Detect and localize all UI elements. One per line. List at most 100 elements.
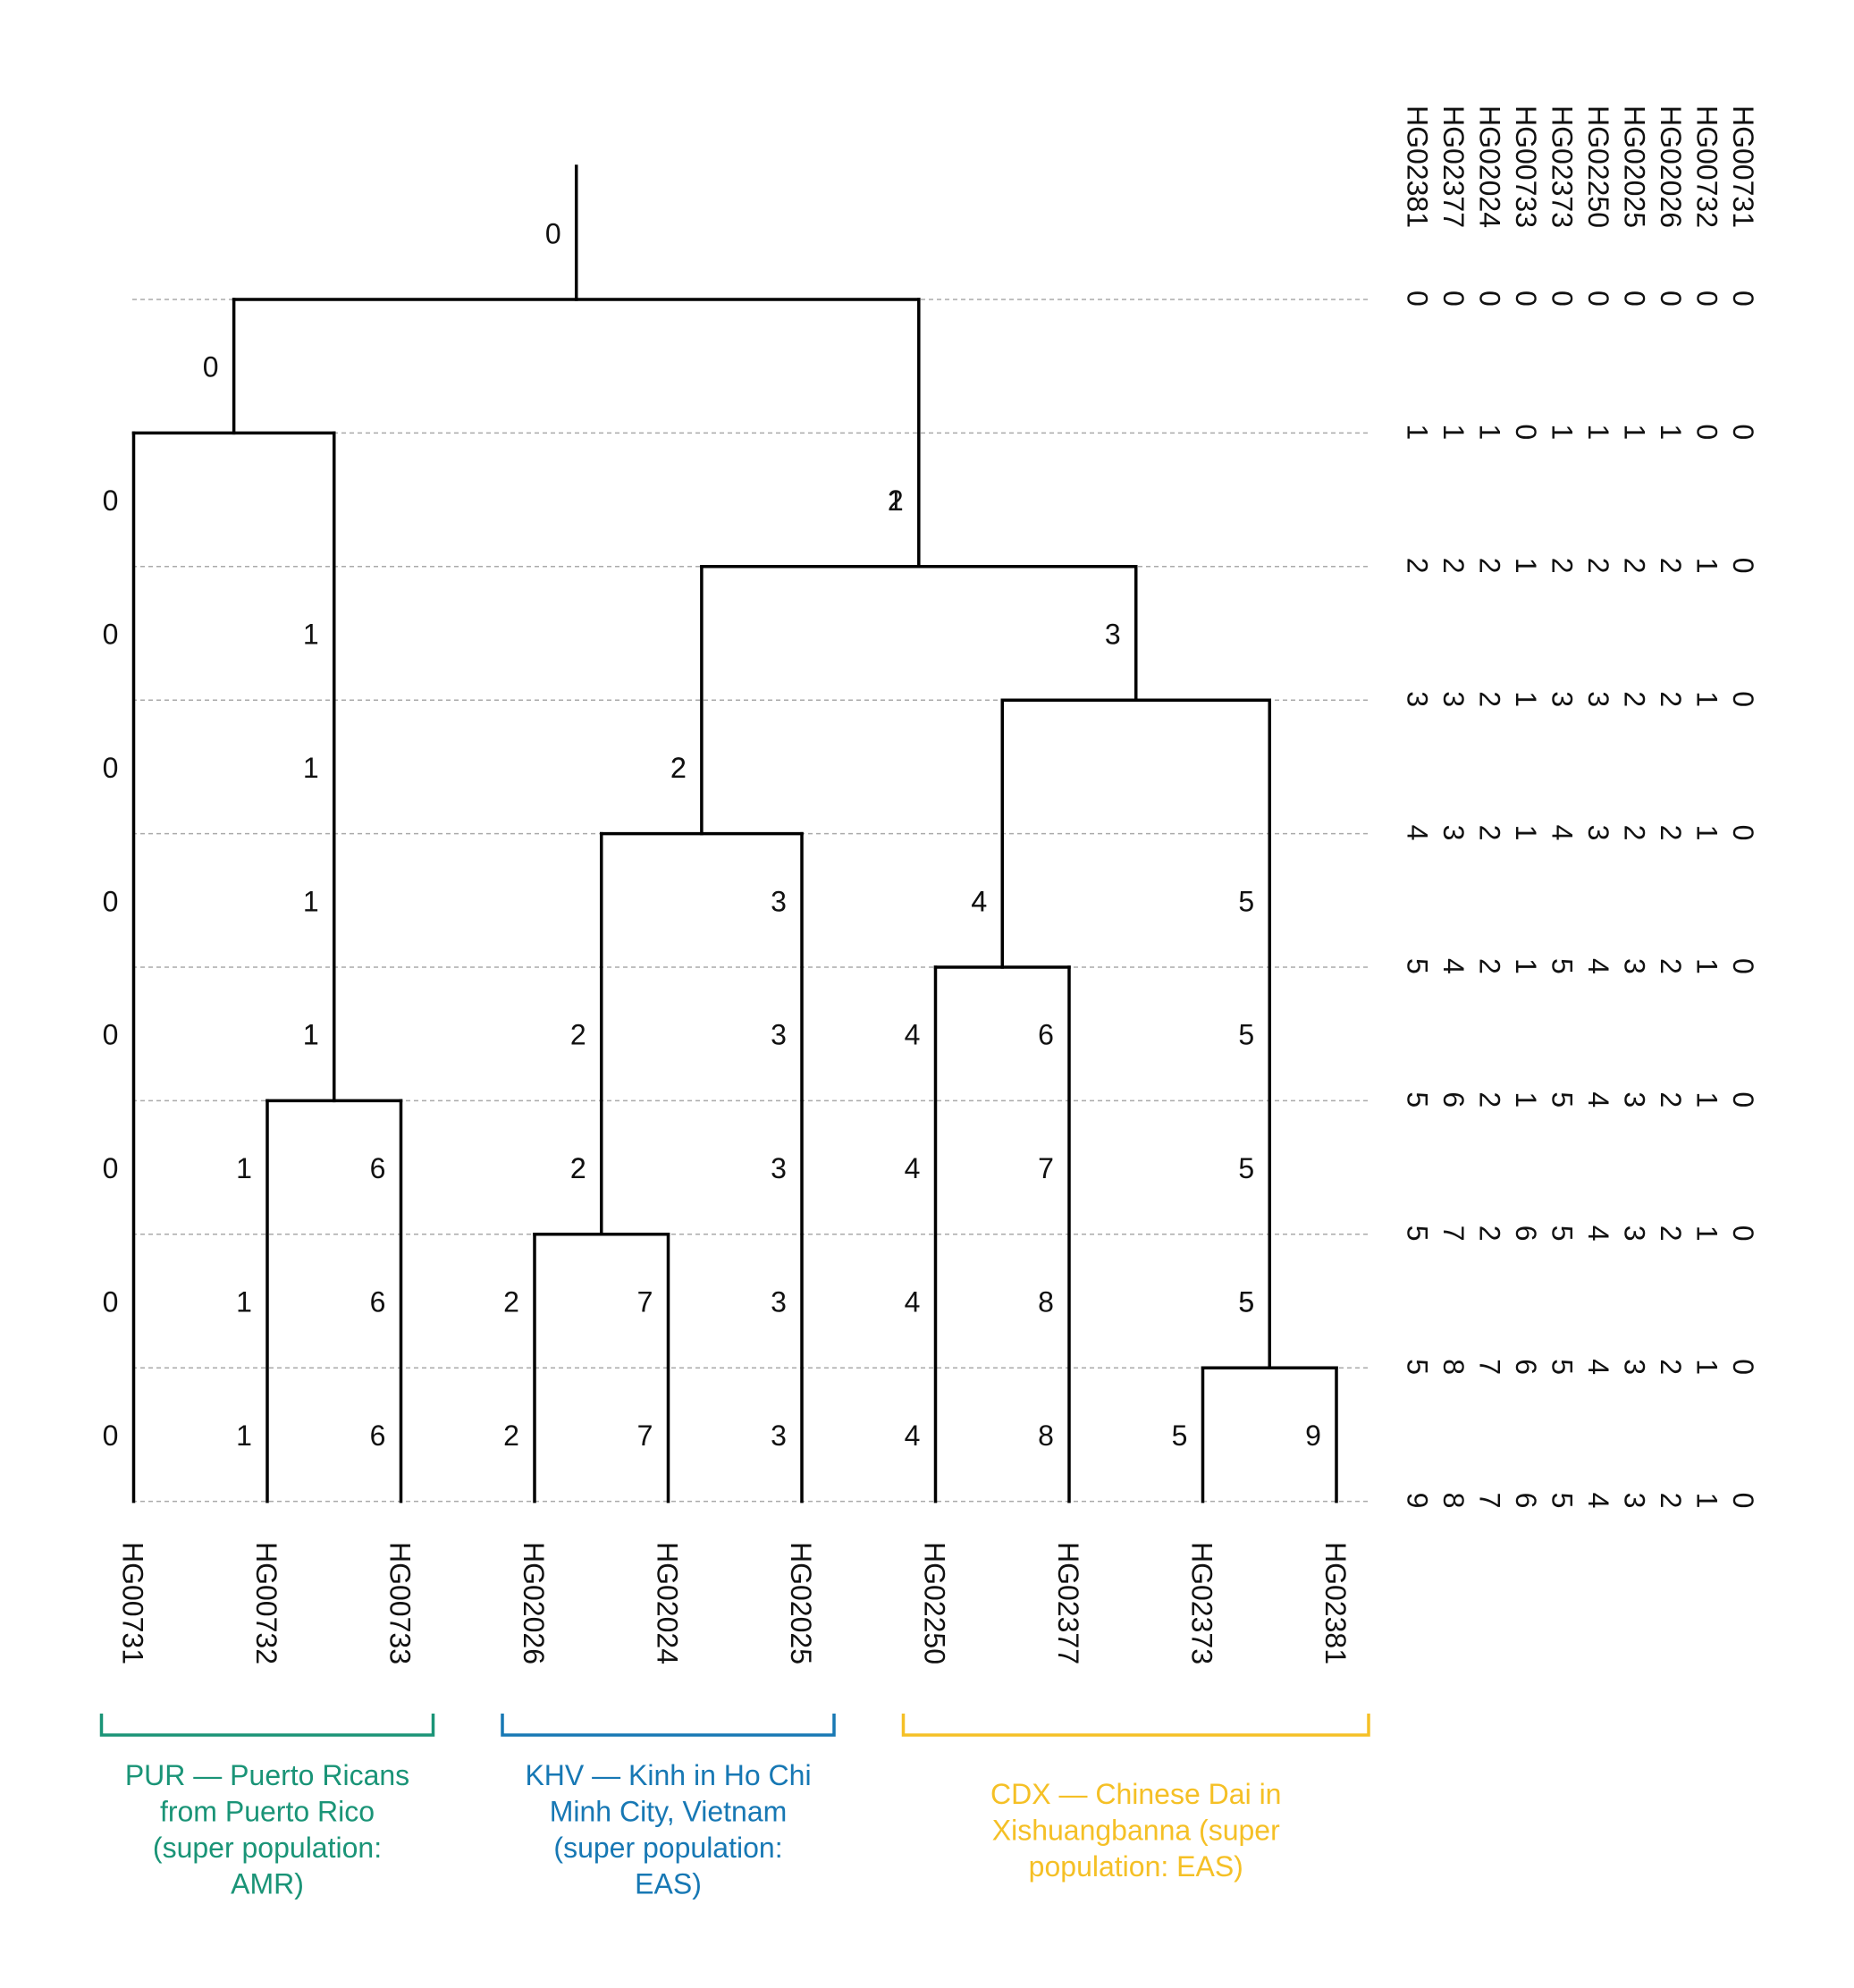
matrix-cell-HG00732-depth-2: 1: [1691, 558, 1723, 574]
matrix-cell-HG02373-depth-0: 0: [1546, 291, 1579, 307]
population-label-0-line-2: (super population:: [153, 1832, 382, 1864]
matrix-cell-HG02381-depth-2: 2: [1402, 558, 1434, 574]
subtree-value-n8-depth-6: 5: [1238, 1019, 1254, 1051]
matrix-cell-HG02373-depth-1: 1: [1546, 424, 1579, 440]
matrix-cell-HG02026-depth-9: 2: [1655, 1493, 1687, 1509]
matrix-cell-HG00731-depth-2: 0: [1727, 558, 1759, 574]
membership-matrix: HG007310000000000HG007320011111111HG0202…: [1402, 105, 1760, 1508]
column-value-HG02381-depth-9: 9: [1305, 1419, 1321, 1452]
matrix-cell-HG02250-depth-8: 4: [1582, 1359, 1614, 1375]
matrix-cell-HG02250-depth-9: 4: [1582, 1493, 1614, 1509]
leaf-label-HG00731: HG00731: [117, 1542, 149, 1664]
matrix-cell-HG00731-depth-4: 0: [1727, 825, 1759, 841]
column-value-HG00733-depth-7: 6: [370, 1152, 386, 1184]
matrix-cell-HG02026-depth-7: 2: [1655, 1226, 1687, 1242]
population-bracket-2: [901, 1714, 1370, 1737]
population-group-0: PUR — Puerto Ricans from Puerto Rico (supe…: [99, 1714, 435, 1900]
matrix-cell-HG02250-depth-0: 0: [1582, 291, 1614, 307]
matrix-cell-HG00732-depth-6: 1: [1691, 1091, 1723, 1108]
subtree-value-n2-depth-2: 2: [888, 484, 904, 517]
column-value-HG02377-depth-6: 6: [1038, 1019, 1054, 1051]
matrix-cell-HG02024-depth-6: 2: [1474, 1091, 1506, 1108]
matrix-cell-HG02025-depth-1: 1: [1619, 424, 1651, 440]
column-value-HG02026-depth-9: 2: [503, 1419, 519, 1452]
matrix-cell-HG02381-depth-4: 4: [1402, 825, 1434, 841]
column-value-HG00731-depth-3: 0: [103, 619, 119, 651]
column-value-HG02377-depth-7: 7: [1038, 1152, 1054, 1184]
matrix-cell-HG00733-depth-2: 1: [1510, 558, 1542, 574]
population-label-0-line-3: AMR): [231, 1868, 304, 1900]
matrix-cell-HG00731-depth-0: 0: [1727, 291, 1759, 307]
column-value-HG02024-depth-8: 7: [637, 1286, 653, 1318]
matrix-cell-HG02377-depth-5: 4: [1437, 958, 1470, 974]
column-value-HG02250-depth-6: 4: [905, 1019, 921, 1051]
subtree-value-n4-depth-4: 2: [670, 752, 687, 784]
leaf-label-HG02250: HG02250: [919, 1542, 951, 1664]
matrix-header-HG02381: HG02381: [1402, 105, 1434, 228]
matrix-cell-HG00733-depth-1: 0: [1510, 424, 1542, 440]
matrix-cell-HG02026-depth-4: 2: [1655, 825, 1687, 841]
matrix-cell-HG02026-depth-8: 2: [1655, 1359, 1687, 1375]
matrix-cell-HG00732-depth-8: 1: [1691, 1359, 1723, 1375]
matrix-cell-HG02250-depth-4: 3: [1582, 825, 1614, 841]
population-label-1-line-0: KHV — Kinh in Ho Chi: [525, 1759, 811, 1791]
matrix-cell-HG02024-depth-8: 7: [1474, 1359, 1506, 1375]
leaf-label-HG02024: HG02024: [652, 1542, 684, 1664]
matrix-cell-HG02024-depth-0: 0: [1474, 291, 1506, 307]
matrix-cell-HG02025-depth-4: 2: [1619, 825, 1651, 841]
matrix-cell-HG02373-depth-3: 3: [1546, 691, 1579, 707]
matrix-cell-HG00731-depth-8: 0: [1727, 1359, 1759, 1375]
matrix-cell-HG02250-depth-1: 1: [1582, 424, 1614, 440]
population-label-2-line-1: Xishuangbanna (super: [992, 1815, 1280, 1847]
matrix-header-HG00732: HG00732: [1691, 105, 1723, 228]
leaf-label-HG00733: HG00733: [384, 1542, 417, 1664]
leaf-label-HG02373: HG02373: [1186, 1542, 1218, 1664]
matrix-cell-HG00732-depth-7: 1: [1691, 1226, 1723, 1242]
matrix-cell-HG00733-depth-6: 1: [1510, 1091, 1542, 1108]
column-value-HG02377-depth-8: 8: [1038, 1286, 1054, 1318]
column-value-HG00731-depth-6: 0: [103, 1019, 119, 1051]
matrix-cell-HG00731-depth-1: 0: [1727, 424, 1759, 440]
subtree-value-n3-depth-5: 1: [303, 885, 319, 917]
population-label-0-line-0: PUR — Puerto Ricans: [125, 1759, 409, 1791]
subtree-value-n3-depth-3: 1: [303, 619, 319, 651]
matrix-cell-HG00732-depth-1: 0: [1691, 424, 1723, 440]
matrix-cell-HG00732-depth-4: 1: [1691, 825, 1723, 841]
node-label-n5: 3: [1105, 619, 1121, 651]
population-group-2: CDX — Chinese Dai in Xishuangbanna (super…: [901, 1714, 1370, 1883]
matrix-cell-HG02024-depth-9: 7: [1474, 1493, 1506, 1509]
matrix-cell-HG00731-depth-3: 0: [1727, 691, 1759, 707]
leaf-labels: HG00731 HG00732 HG00733 HG02026 HG02024 HG020…: [117, 1542, 1353, 1664]
matrix-cell-HG02025-depth-5: 3: [1619, 958, 1651, 974]
matrix-cell-HG02250-depth-3: 3: [1582, 691, 1614, 707]
matrix-cell-HG00733-depth-9: 6: [1510, 1493, 1542, 1509]
matrix-header-HG02025: HG02025: [1619, 105, 1651, 228]
population-label-2-line-2: population: EAS): [1029, 1850, 1243, 1883]
subtree-value-n6-depth-7: 2: [570, 1152, 586, 1184]
node-labels: 0012312450000000011166622773333344446788…: [103, 218, 1321, 1452]
matrix-cell-HG02381-depth-0: 0: [1402, 291, 1434, 307]
matrix-cell-HG02377-depth-9: 8: [1437, 1493, 1470, 1509]
column-value-HG02025-depth-7: 3: [771, 1152, 787, 1184]
column-value-HG00731-depth-9: 0: [103, 1419, 119, 1452]
column-value-HG00731-depth-2: 0: [103, 484, 119, 517]
subtree-value-n3-depth-6: 1: [303, 1019, 319, 1051]
node-label-n1: 0: [203, 351, 219, 383]
population-label-2-line-0: CDX — Chinese Dai in: [990, 1778, 1281, 1810]
matrix-cell-HG02250-depth-5: 4: [1582, 958, 1614, 974]
column-value-HG02026-depth-8: 2: [503, 1286, 519, 1318]
matrix-cell-HG02025-depth-0: 0: [1619, 291, 1651, 307]
subtree-value-n6-depth-6: 2: [570, 1019, 586, 1051]
population-bracket-1: [501, 1714, 836, 1737]
matrix-cell-HG02373-depth-9: 5: [1546, 1493, 1579, 1509]
subtree-value-n7-depth-5: 4: [971, 885, 987, 917]
matrix-cell-HG02373-depth-4: 4: [1546, 825, 1579, 841]
matrix-cell-HG02024-depth-4: 2: [1474, 825, 1506, 841]
matrix-cell-HG02381-depth-1: 1: [1402, 424, 1434, 440]
matrix-cell-HG02250-depth-2: 2: [1582, 558, 1614, 574]
matrix-cell-HG02373-depth-2: 2: [1546, 558, 1579, 574]
matrix-cell-HG02381-depth-5: 5: [1402, 958, 1434, 974]
matrix-cell-HG02025-depth-8: 3: [1619, 1359, 1651, 1375]
matrix-cell-HG00731-depth-7: 0: [1727, 1226, 1759, 1242]
